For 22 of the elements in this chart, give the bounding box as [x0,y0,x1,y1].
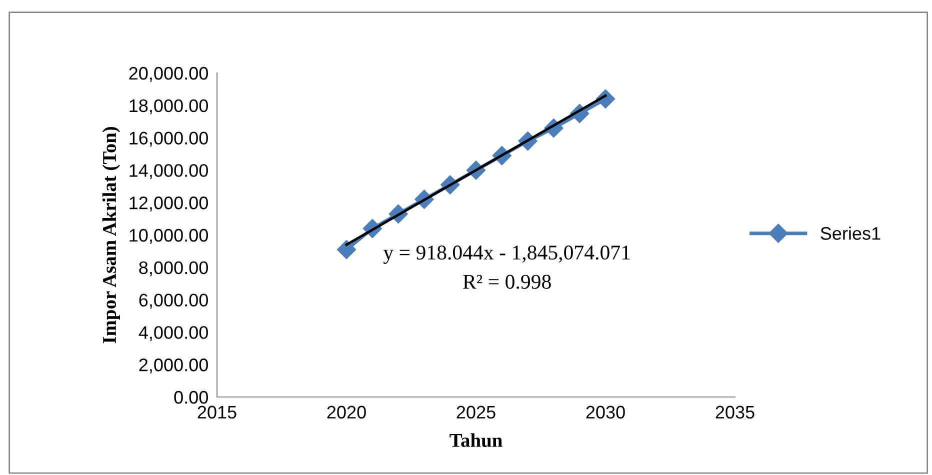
y-tick-label: 10,000.00 [130,228,208,244]
x-axis-title: Tahun [450,433,502,448]
legend-label: Series1 [820,226,880,240]
y-tick-label: 12,000.00 [130,196,208,212]
annotation: y = 918.044x - 1,845,074.071 [383,246,630,264]
y-tick-label: 20,000.00 [129,66,208,82]
y-tick-label: 8,000.00 [139,261,208,276]
y-tick-label: 2,000.00 [139,358,208,374]
x-tick-label: 2035 [716,406,754,419]
y-axis-title: Impor Asam Akrilat (Ton) [102,126,120,344]
y-tick-label: 6,000.00 [139,294,208,309]
y-tick-label: 16,000.00 [130,132,208,147]
x-tick-label: 2025 [456,406,496,419]
y-tick-label: 18,000.00 [130,99,208,114]
y-tick-label: 4,000.00 [138,326,208,342]
x-tick-label: 2020 [327,406,366,419]
y-tick-label: 0.00 [174,390,208,404]
x-tick-label: 2015 [198,406,236,419]
y-tick-label: 14,000.00 [130,164,208,180]
x-tick-label: 2030 [586,406,625,419]
point [336,240,356,260]
annotation: R² = 0.998 [463,274,551,289]
